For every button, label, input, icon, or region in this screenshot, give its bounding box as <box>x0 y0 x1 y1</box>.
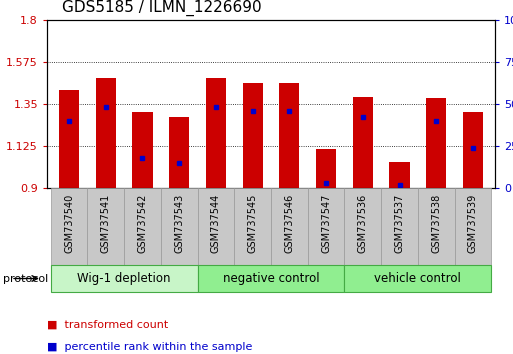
Bar <box>455 188 491 265</box>
Bar <box>234 188 271 265</box>
Bar <box>353 97 373 188</box>
Bar <box>344 188 381 265</box>
Text: vehicle control: vehicle control <box>374 272 461 285</box>
Bar <box>206 78 226 188</box>
Bar <box>198 265 344 292</box>
Text: GSM737540: GSM737540 <box>64 193 74 253</box>
Text: GSM737536: GSM737536 <box>358 193 368 253</box>
Bar <box>124 188 161 265</box>
Text: Wig-1 depletion: Wig-1 depletion <box>77 272 171 285</box>
Bar <box>381 188 418 265</box>
Text: protocol: protocol <box>3 274 48 284</box>
Bar <box>426 98 446 188</box>
Text: GSM737537: GSM737537 <box>394 193 405 253</box>
Bar <box>87 188 124 265</box>
Bar <box>95 78 116 188</box>
Bar <box>389 162 409 188</box>
Bar <box>308 188 344 265</box>
Text: GDS5185 / ILMN_1226690: GDS5185 / ILMN_1226690 <box>62 0 262 16</box>
Bar <box>169 117 189 188</box>
Text: ■  transformed count: ■ transformed count <box>47 319 168 329</box>
Text: GSM737542: GSM737542 <box>137 193 147 253</box>
Bar <box>51 188 87 265</box>
Text: GSM737544: GSM737544 <box>211 193 221 253</box>
Bar <box>463 113 483 188</box>
Text: GSM737541: GSM737541 <box>101 193 111 253</box>
Bar <box>316 149 336 188</box>
Text: GSM737539: GSM737539 <box>468 193 478 253</box>
Bar <box>344 265 491 292</box>
Text: ■  percentile rank within the sample: ■ percentile rank within the sample <box>47 342 252 352</box>
Text: GSM737546: GSM737546 <box>284 193 294 253</box>
Text: negative control: negative control <box>223 272 319 285</box>
Bar <box>59 90 79 188</box>
Bar <box>243 82 263 188</box>
Text: GSM737545: GSM737545 <box>248 193 258 253</box>
Text: GSM737547: GSM737547 <box>321 193 331 253</box>
Text: GSM737538: GSM737538 <box>431 193 441 253</box>
Text: GSM737543: GSM737543 <box>174 193 184 253</box>
Bar <box>271 188 308 265</box>
Bar <box>279 82 300 188</box>
Bar <box>51 265 198 292</box>
Bar <box>161 188 198 265</box>
Bar <box>418 188 455 265</box>
Bar <box>132 113 152 188</box>
Bar <box>198 188 234 265</box>
